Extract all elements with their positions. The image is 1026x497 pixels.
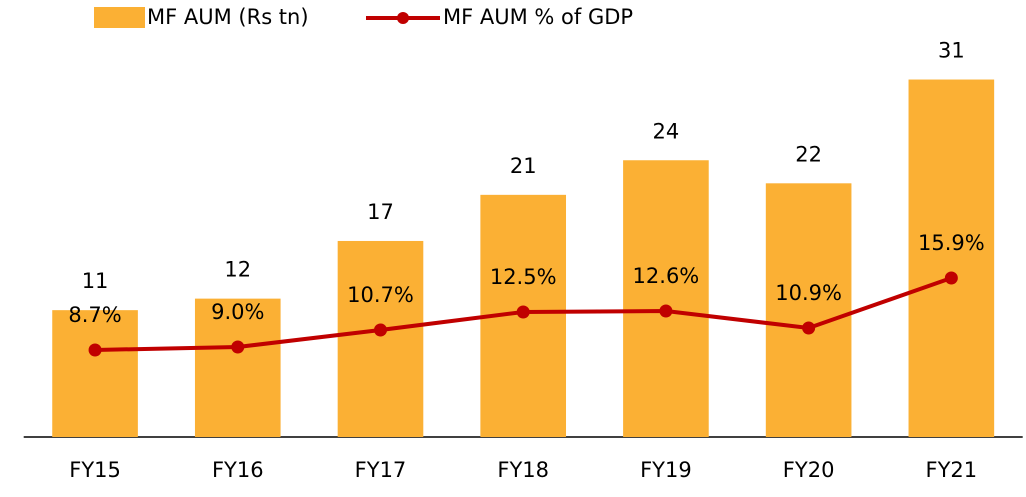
legend-marker: [397, 12, 409, 24]
x-tick-label: FY21: [926, 458, 978, 482]
data-label: 15.9%: [918, 231, 985, 255]
legend-label: MF AUM (Rs tn): [147, 5, 309, 29]
data-label: 24: [653, 119, 680, 143]
data-label: 21: [510, 154, 537, 178]
legend-label: MF AUM % of GDP: [443, 5, 633, 29]
line-marker: [944, 271, 958, 285]
x-tick-label: FY19: [640, 458, 692, 482]
data-label: 22: [795, 142, 822, 166]
bar: [337, 240, 424, 437]
line-marker: [373, 323, 387, 337]
data-label: 10.7%: [347, 283, 414, 307]
data-label: 9.0%: [211, 300, 264, 324]
x-tick-label: FY18: [497, 458, 549, 482]
x-tick-label: FY15: [69, 458, 121, 482]
bar: [765, 183, 852, 437]
data-label: 12.6%: [633, 264, 700, 288]
bar: [908, 79, 995, 437]
data-label: 12.5%: [490, 265, 557, 289]
x-tick-label: FY17: [355, 458, 407, 482]
x-tick-label: FY16: [212, 458, 264, 482]
line-marker: [516, 305, 530, 319]
line-marker: [88, 343, 102, 357]
data-label: 11: [82, 269, 109, 293]
data-label: 31: [938, 39, 965, 63]
bar: [623, 160, 709, 437]
line-marker: [659, 304, 673, 318]
data-label: 10.9%: [775, 281, 842, 305]
bar: [194, 298, 281, 437]
line-marker: [231, 340, 245, 354]
line-marker: [802, 321, 816, 335]
data-label: 12: [224, 258, 251, 282]
legend-swatch: [94, 7, 145, 28]
data-label: 17: [367, 200, 394, 224]
bar: [52, 310, 138, 437]
x-tick-label: FY20: [783, 458, 835, 482]
data-label: 8.7%: [68, 303, 121, 327]
